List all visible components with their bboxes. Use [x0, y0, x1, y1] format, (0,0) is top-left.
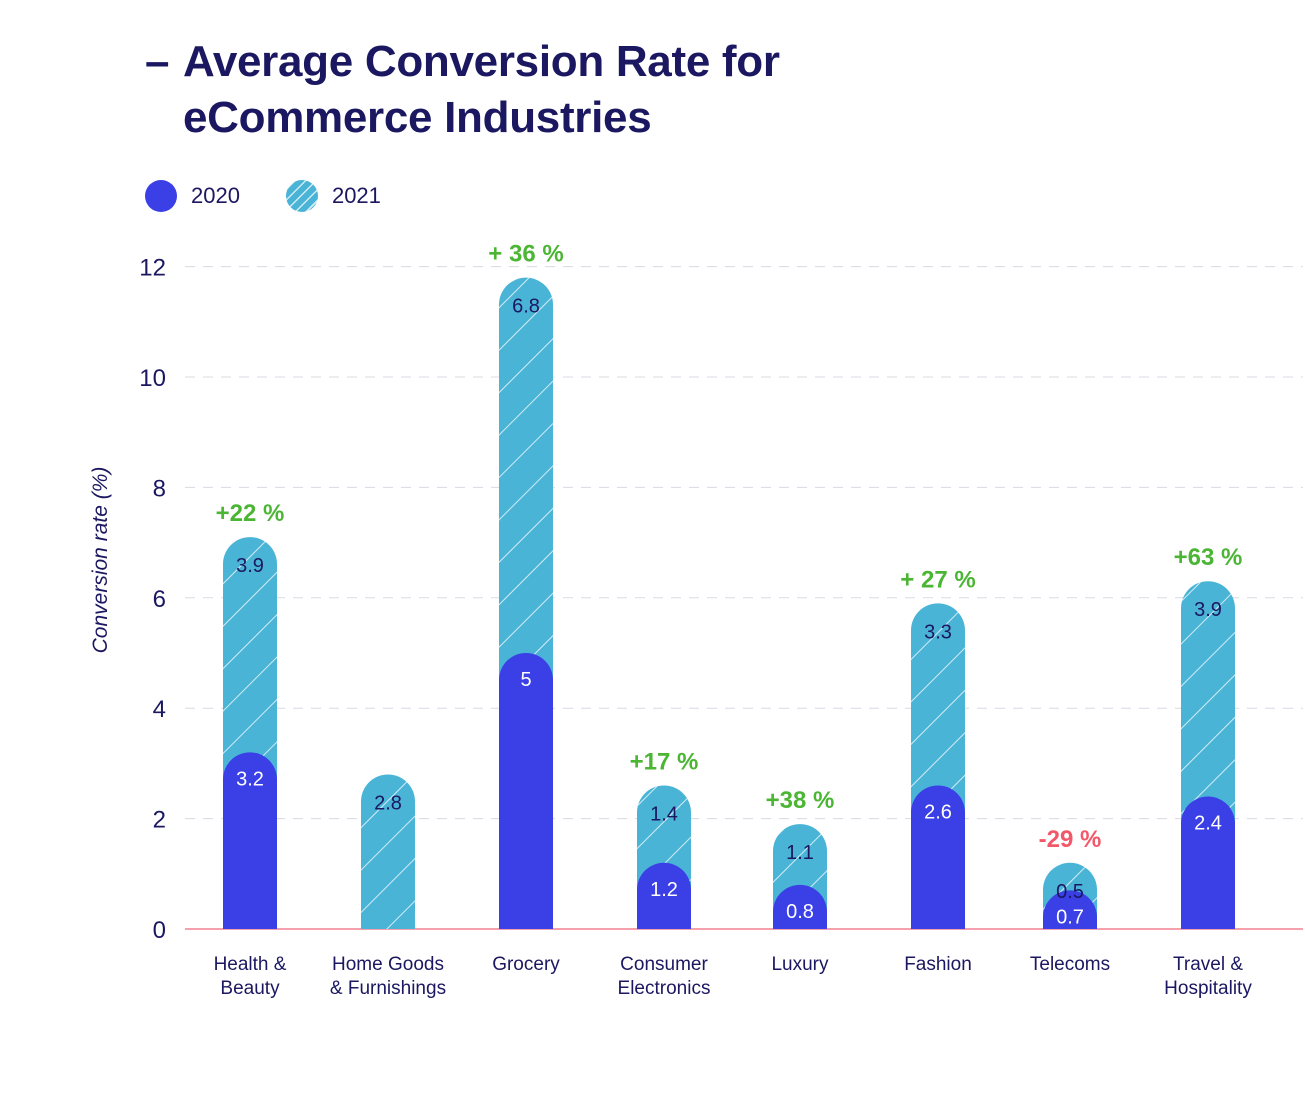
value-label-2021-1: 2.8: [374, 792, 402, 814]
legend: 2020 2021: [145, 180, 427, 212]
legend-swatch-2021: [285, 180, 318, 212]
y-tick-label-2: 2: [153, 807, 166, 834]
value-label-2021-4: 1.1: [786, 842, 814, 864]
legend-label-2021: 2021: [331, 183, 381, 208]
value-label-2021-5: 3.3: [924, 621, 952, 643]
y-tick-label-0: 0: [153, 917, 166, 944]
value-label-2021-3: 1.4: [650, 803, 678, 825]
y-tick-label-4: 4: [153, 696, 166, 723]
bar-group-0: [223, 537, 277, 929]
title-line-2: eCommerce Industries: [183, 93, 652, 142]
x-category-label-7-0: Travel &: [1173, 954, 1243, 975]
x-category-label-1-0: Home Goods: [332, 954, 444, 975]
title-dash: –: [145, 37, 170, 86]
bar-group-3: [637, 785, 691, 929]
change-label-5: + 27 %: [900, 566, 975, 593]
y-tick-label-8: 8: [153, 475, 166, 502]
value-label-2020-0: 3.2: [236, 768, 264, 790]
value-label-2021-0: 3.9: [236, 555, 264, 577]
bar-2020-4: [773, 884, 827, 929]
value-label-2020-3: 1.2: [650, 879, 678, 901]
change-label-7: +63 %: [1174, 544, 1243, 571]
legend-item-2021: 2021: [285, 180, 381, 212]
x-category-label-4-0: Luxury: [771, 954, 829, 975]
y-tick-label-12: 12: [139, 255, 166, 282]
change-label-3: +17 %: [630, 748, 699, 775]
change-label-0: +22 %: [216, 500, 285, 527]
change-label-2: + 36 %: [488, 241, 563, 268]
value-label-2020-4: 0.8: [786, 901, 814, 923]
value-label-2021-6: 0.5: [1056, 881, 1084, 903]
x-category-label-2-0: Grocery: [492, 954, 560, 975]
x-category-label-7-1: Hospitality: [1164, 978, 1252, 999]
value-label-2020-2: 5: [520, 669, 531, 691]
x-category-label-5-0: Fashion: [904, 954, 972, 975]
bar-2020-7: [1181, 796, 1235, 929]
bar-group-4: [773, 824, 827, 929]
chart-title: – Average Conversion Rate for eCommerce I…: [145, 34, 780, 146]
title-line-1: Average Conversion Rate for: [183, 37, 780, 86]
bar-2020-3: [637, 862, 691, 929]
y-axis-title: Conversion rate (%): [89, 467, 112, 654]
change-label-6: -29 %: [1039, 826, 1102, 853]
x-category-label-6-0: Telecoms: [1030, 954, 1110, 975]
x-category-label-0-0: Health &: [214, 954, 287, 975]
bar-group-7: [1181, 581, 1235, 929]
x-category-label-3-1: Electronics: [618, 978, 711, 999]
value-label-2020-7: 2.4: [1194, 813, 1222, 835]
bar-2020-6: [1043, 890, 1097, 929]
change-label-4: +38 %: [766, 787, 835, 814]
legend-label-2020: 2020: [191, 183, 240, 208]
bar-group-6: [1043, 862, 1097, 929]
bar-group-1: [361, 774, 415, 929]
x-category-label-1-1: & Furnishings: [330, 978, 446, 999]
value-label-2021-2: 6.8: [512, 296, 540, 318]
legend-swatch-2020: [145, 180, 177, 212]
value-label-2020-5: 2.6: [924, 801, 952, 823]
bar-group-2: [499, 277, 553, 929]
y-tick-label-6: 6: [153, 586, 166, 613]
x-category-label-0-1: Beauty: [220, 978, 280, 999]
value-label-2021-7: 3.9: [1194, 599, 1222, 621]
value-label-2020-6: 0.7: [1056, 906, 1084, 928]
bar-2020-2: [499, 653, 553, 929]
bar-2020-0: [223, 752, 277, 929]
bar-2021-hatch-1: [361, 774, 415, 929]
x-category-label-3-0: Consumer: [620, 954, 708, 975]
bar-group-5: [911, 603, 965, 929]
bar-2020-5: [911, 785, 965, 929]
legend-item-2020: 2020: [145, 180, 240, 212]
y-tick-label-10: 10: [139, 365, 166, 392]
